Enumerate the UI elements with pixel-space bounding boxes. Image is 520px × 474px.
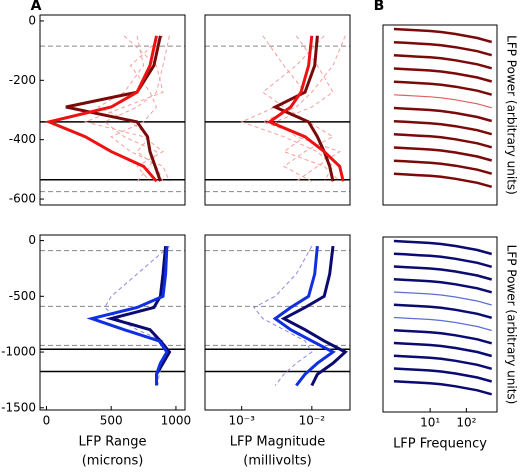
spectrum-line (393, 133, 493, 149)
spectrum-line (393, 303, 493, 320)
profile-line (261, 35, 346, 182)
y-axis-label: LFP Power (arbitrary units) (505, 35, 519, 195)
profile-line (240, 35, 334, 182)
panel-label: A (31, 0, 42, 14)
profile-line (104, 245, 171, 386)
x-tick-label: 10¹ (420, 416, 440, 430)
spectrum-line (393, 146, 493, 162)
x-axis-label: LFP Range (79, 435, 147, 450)
spectrum-line (393, 119, 493, 136)
y-tick-label: -1500 (1, 400, 36, 414)
profile-line (86, 246, 169, 386)
profile-line (44, 35, 158, 183)
x-tick-label: 1000 (161, 414, 192, 428)
spectrum-line (393, 341, 493, 358)
spectrum-line (393, 94, 492, 109)
profile-line (83, 35, 164, 182)
spectrum-line (393, 278, 493, 294)
y-tick-label: 0 (28, 13, 36, 27)
spectrum-line (393, 54, 493, 70)
axes-frame (39, 234, 186, 411)
panel-label: B (374, 0, 385, 14)
y-tick-label: 0 (28, 233, 36, 247)
y-tick-label: -600 (9, 192, 36, 206)
spectrum-line (393, 316, 492, 332)
spectrum-line (393, 367, 493, 383)
x-tick-label: 0 (43, 414, 51, 428)
profile-line (105, 245, 172, 386)
profile-line (280, 245, 348, 387)
x-axis-label: LFP Frequency (393, 437, 487, 452)
profile-line (110, 35, 170, 182)
spectrum-line (393, 159, 493, 175)
spectrum-line (393, 252, 493, 269)
profile-line (272, 245, 336, 387)
profile-line (65, 35, 162, 182)
spectrum-line (393, 329, 493, 345)
x-tick-label: 500 (100, 414, 123, 428)
spectrum-line (393, 67, 493, 83)
spectrum-line (393, 380, 493, 396)
axes-frame (382, 236, 498, 413)
profile-line (274, 35, 341, 182)
spectrum-line (393, 27, 493, 44)
y-tick-label: -400 (9, 132, 36, 146)
profile-line (271, 35, 335, 182)
spectrum-line (393, 80, 493, 96)
spectrum-line (393, 291, 492, 306)
y-tick-label: -1000 (1, 345, 36, 359)
x-tick-label: 10² (456, 416, 476, 430)
profile-line (253, 245, 313, 386)
x-axis-label: (microns) (82, 454, 144, 469)
spectrum-line (393, 40, 493, 57)
spectrum-line (393, 239, 493, 256)
x-axis-label: (millivolts) (243, 454, 311, 469)
y-axis-label: LFP Power (arbitrary units) (505, 245, 519, 405)
axes-frame (39, 14, 186, 206)
axes-frame (204, 234, 351, 411)
axes-frame (382, 24, 498, 206)
profile-line (266, 35, 345, 182)
axes-frame (204, 14, 351, 206)
y-tick-label: -200 (9, 73, 36, 87)
x-axis-label: LFP Magnitude (230, 435, 326, 450)
profile-line (103, 35, 170, 182)
spectrum-line (393, 106, 493, 123)
spectrum-line (393, 265, 493, 281)
x-tick-label: 10⁻³ (228, 414, 255, 428)
profile-line (261, 35, 335, 182)
y-tick-label: -500 (9, 289, 36, 303)
spectrum-line (393, 354, 493, 371)
x-tick-label: 10⁻² (299, 414, 326, 428)
spectrum-line (393, 172, 493, 189)
